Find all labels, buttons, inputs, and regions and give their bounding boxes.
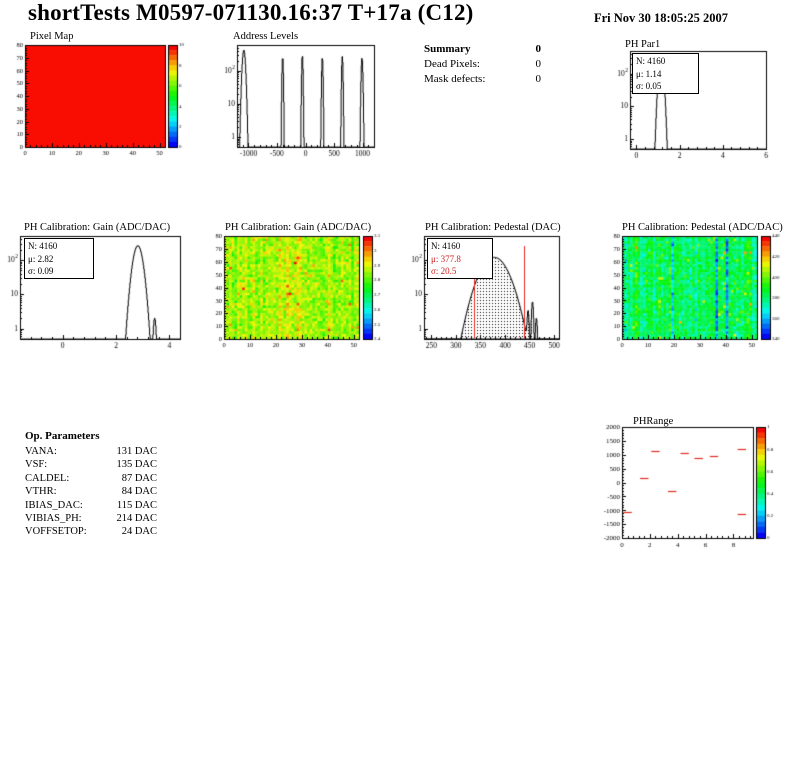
op-param-value: 84 DAC bbox=[121, 486, 157, 498]
summary-row-label: Mask defects: bbox=[424, 73, 486, 85]
chart-title-gain-map: PH Calibration: Gain (ADC/DAC) bbox=[225, 222, 372, 233]
stats-entries: N: 4160 bbox=[28, 241, 58, 251]
op-param-label: CALDEL: bbox=[25, 472, 70, 484]
op-parameters-heading: Op. Parameters bbox=[25, 430, 100, 442]
stats-box-ph-par1: N: 4160 μ: 1.14 σ: 0.05 bbox=[632, 53, 699, 94]
chart-title-ph-par1: PH Par1 bbox=[625, 39, 661, 50]
stats-sigma: σ: 20.5 bbox=[431, 266, 457, 276]
summary-heading-row: Summary 0 bbox=[424, 42, 541, 57]
stats-mean: μ: 377.8 bbox=[431, 253, 461, 264]
op-param-row: VIBIAS_PH: 214 DAC bbox=[25, 512, 157, 525]
op-param-value: 87 DAC bbox=[121, 472, 157, 484]
op-param-value: 214 DAC bbox=[116, 513, 157, 525]
op-param-value: 135 DAC bbox=[116, 459, 157, 471]
op-param-label: VTHR: bbox=[25, 486, 57, 498]
page-title: shortTests M0597-071130.16:37 T+17a (C12… bbox=[28, 0, 474, 25]
op-param-row: VANA: 131 DAC bbox=[25, 445, 157, 458]
summary-row: Dead Pixels: 0 bbox=[424, 57, 541, 72]
op-param-label: IBIAS_DAC: bbox=[25, 499, 83, 511]
op-param-row: VTHR: 84 DAC bbox=[25, 485, 157, 498]
chart-title-pedestal-hist: PH Calibration: Pedestal (DAC) bbox=[425, 222, 561, 233]
op-param-value: 131 DAC bbox=[116, 446, 157, 457]
stats-entries: N: 4160 bbox=[636, 56, 666, 66]
summary-row-value: 0 bbox=[535, 73, 542, 85]
stats-sigma: σ: 0.05 bbox=[636, 81, 662, 91]
op-param-label: VOFFSETOP: bbox=[25, 526, 87, 538]
op-param-label: VSF: bbox=[25, 459, 48, 471]
op-param-row: VOFFSETOP: 24 DAC bbox=[25, 525, 157, 538]
summary-heading: Summary bbox=[424, 43, 471, 55]
op-param-row: IBIAS_DAC: 115 DAC bbox=[25, 499, 157, 512]
chart-title-pixel-map: Pixel Map bbox=[30, 31, 74, 42]
summary-total: 0 bbox=[535, 43, 542, 55]
stats-sigma: σ: 0.09 bbox=[28, 266, 54, 276]
stats-entries: N: 4160 bbox=[431, 241, 461, 251]
op-parameters-block: Op. Parameters VANA: 131 DAC VSF: 135 DA… bbox=[25, 428, 157, 539]
timestamp: Fri Nov 30 18:05:25 2007 bbox=[594, 11, 729, 25]
chart-title-address-levels: Address Levels bbox=[233, 31, 299, 42]
op-param-value: 24 DAC bbox=[121, 526, 157, 538]
summary-block: Summary 0 Dead Pixels: 0 Mask defects: 0 bbox=[424, 42, 541, 87]
chart-title-ph-range: PHRange bbox=[633, 416, 674, 427]
summary-row: Mask defects: 0 bbox=[424, 72, 541, 87]
stats-box-gain: N: 4160 μ: 2.82 σ: 0.09 bbox=[24, 238, 94, 279]
op-param-row: VSF: 135 DAC bbox=[25, 458, 157, 471]
chart-title-gain-hist: PH Calibration: Gain (ADC/DAC) bbox=[24, 222, 171, 233]
op-param-row: CALDEL: 87 DAC bbox=[25, 472, 157, 485]
op-param-label: VANA: bbox=[25, 446, 57, 457]
op-param-label: VIBIAS_PH: bbox=[25, 513, 82, 525]
op-param-value: 115 DAC bbox=[116, 499, 157, 511]
chart-title-pedestal-map: PH Calibration: Pedestal (ADC/DAC) bbox=[622, 222, 783, 233]
summary-row-value: 0 bbox=[535, 58, 542, 70]
stats-mean: μ: 2.82 bbox=[28, 253, 54, 264]
stats-box-pedestal: N: 4160 μ: 377.8 σ: 20.5 bbox=[427, 238, 493, 279]
stats-mean: μ: 1.14 bbox=[636, 68, 662, 79]
summary-row-label: Dead Pixels: bbox=[424, 58, 480, 70]
